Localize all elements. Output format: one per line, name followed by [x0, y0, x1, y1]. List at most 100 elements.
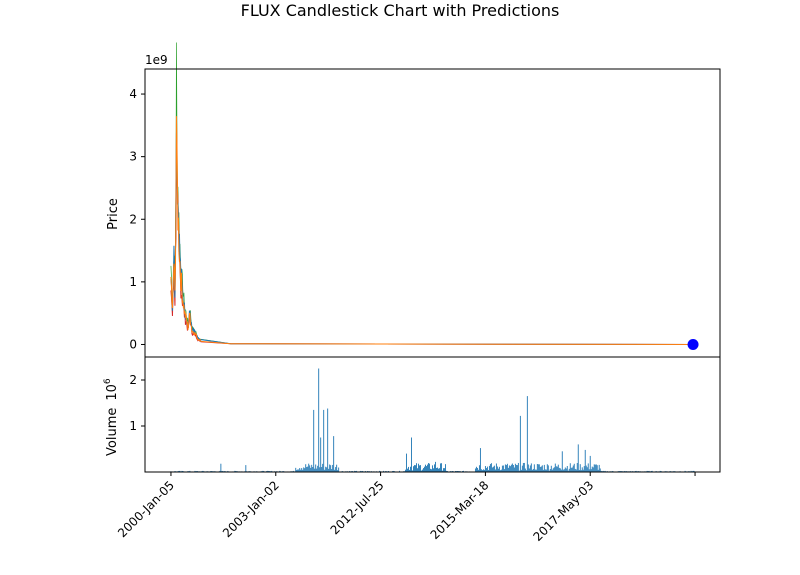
volume-bar — [571, 467, 573, 472]
x-tick-label: 2003-Jan-02 — [220, 478, 282, 540]
volume-bar — [329, 464, 331, 472]
volume-bar — [414, 465, 415, 472]
volume-bar — [580, 470, 582, 472]
volume-bar — [574, 468, 576, 472]
volume-bar — [511, 463, 513, 472]
volume-bar — [318, 368, 320, 472]
volume-bar — [219, 470, 221, 472]
volume-bar — [545, 469, 547, 472]
volume-bar — [482, 469, 484, 472]
volume-bar — [597, 469, 599, 472]
volume-bar — [429, 463, 430, 472]
volume-y-axis: 12 — [129, 373, 145, 433]
volume-bar — [581, 467, 583, 472]
volume-bar — [494, 469, 496, 472]
volume-bar — [360, 470, 362, 472]
volume-bar — [434, 464, 435, 472]
volume-bar — [445, 464, 446, 472]
volume-bar — [510, 464, 512, 472]
volume-bar — [586, 467, 588, 472]
volume-bar — [443, 468, 444, 472]
volume-bar — [435, 461, 436, 472]
volume-bar — [328, 468, 330, 472]
volume-bar — [508, 465, 510, 472]
price-y-tick-label: 0 — [129, 337, 137, 351]
volume-bar — [497, 468, 499, 472]
price-y-tick-label: 1 — [129, 275, 137, 289]
volume-bar — [530, 463, 532, 472]
volume-bar — [560, 469, 562, 472]
volume-bar — [383, 470, 385, 472]
volume-bar — [337, 470, 339, 472]
volume-bar — [428, 463, 429, 472]
volume-bar — [549, 469, 551, 472]
volume-bar — [479, 448, 481, 472]
volume-bar — [326, 467, 328, 472]
volume-bar — [540, 466, 542, 472]
volume-bar — [485, 468, 487, 472]
price-y-axis: 0 1 2 3 4 — [129, 87, 145, 351]
volume-bar — [234, 470, 236, 472]
volume-bar — [546, 464, 548, 472]
volume-bar — [563, 469, 565, 472]
price-axis-label: Price — [106, 198, 121, 230]
volume-bar — [509, 466, 511, 472]
volume-bar — [425, 464, 426, 472]
volume-bar — [525, 470, 527, 472]
volume-bar — [556, 466, 558, 472]
volume-bar — [405, 469, 406, 472]
volume-bar — [557, 464, 559, 472]
volume-bar — [558, 467, 560, 472]
volume-bar — [426, 466, 427, 472]
volume-bar — [502, 465, 504, 472]
volume-bar — [262, 470, 264, 472]
volume-bar — [535, 469, 537, 472]
volume-bar — [475, 466, 477, 472]
volume-bar — [536, 464, 538, 472]
volume-bar — [559, 468, 561, 472]
volume-bar — [335, 467, 337, 472]
volume-bar — [320, 437, 322, 472]
volume-bar — [310, 467, 312, 472]
volume-bar — [423, 468, 424, 472]
price-series-line — [170, 42, 694, 345]
volume-bar — [227, 470, 229, 472]
volume-bar — [299, 468, 301, 472]
volume-bar — [486, 466, 488, 472]
volume-bar — [519, 415, 521, 472]
volume-bar — [635, 470, 637, 472]
volume-bar — [562, 469, 564, 472]
volume-bar — [307, 466, 309, 472]
volume-bar — [476, 467, 478, 472]
volume-bar — [407, 468, 408, 472]
volume-bar — [587, 463, 589, 472]
volume-bar — [488, 465, 490, 472]
volume-bar — [222, 470, 224, 472]
volume-bar — [585, 465, 587, 472]
volume-bar — [588, 469, 590, 472]
volume-bar — [538, 464, 540, 472]
volume-bar — [564, 467, 566, 472]
volume-bar — [321, 467, 323, 472]
volume-bar — [315, 464, 317, 472]
volume-bar — [379, 470, 381, 472]
volume-bar — [412, 470, 413, 472]
volume-bar — [302, 469, 304, 472]
volume-bar — [420, 465, 421, 472]
volume-bar — [419, 465, 420, 472]
volume-bar — [316, 468, 318, 472]
volume-bar — [477, 469, 479, 472]
volume-bar — [490, 463, 492, 472]
volume-bar — [504, 464, 506, 472]
volume-bar — [481, 470, 483, 472]
volume-bar — [317, 465, 319, 472]
volume-bar — [427, 464, 428, 472]
volume-bar — [684, 470, 686, 472]
volume-bar — [561, 451, 563, 472]
volume-bar — [529, 465, 531, 472]
volume-bar — [598, 464, 600, 472]
volume-bar — [311, 464, 313, 472]
volume-scale-exponent: 6 — [103, 378, 113, 384]
volume-bar — [576, 463, 578, 472]
price-plot-area — [170, 42, 699, 350]
